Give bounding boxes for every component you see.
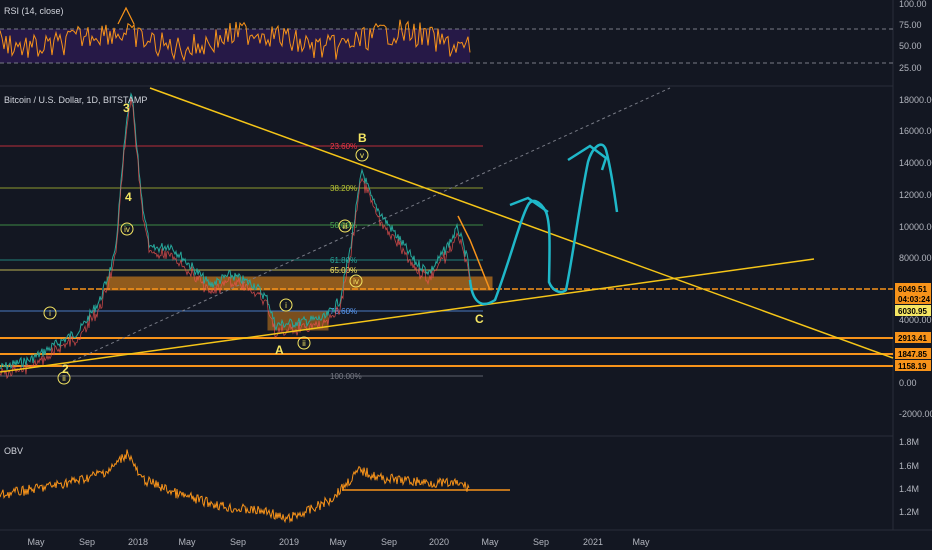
wave-label-B: B xyxy=(358,131,367,145)
roman-label: v xyxy=(360,151,364,160)
projection-line xyxy=(457,215,491,291)
wave-label-C: C xyxy=(475,312,484,326)
time-axis-label: May xyxy=(27,537,45,547)
obv-axis-label: 1.4M xyxy=(899,484,919,494)
fib-lines xyxy=(0,145,483,377)
fib-label: 38.20% xyxy=(330,184,357,193)
price-axis-label: 10000.00 xyxy=(899,222,932,232)
price-axis-label: 0.00 xyxy=(899,378,917,388)
price-tag-bg xyxy=(895,332,931,343)
wave-label-3: 3 xyxy=(123,101,130,115)
obv-axis-label: 1.2M xyxy=(899,507,919,517)
fib-label: 78.60% xyxy=(330,307,357,316)
roman-label: iii xyxy=(342,222,348,231)
price-axis-label: 12000.00 xyxy=(899,190,932,200)
roman-label: iv xyxy=(353,277,359,286)
price-series xyxy=(0,92,472,371)
price-axis: 18000.00 16000.00 14000.00 12000.00 10000.00… xyxy=(899,95,932,419)
roman-circle xyxy=(355,148,369,162)
price-tag: 2913.41 xyxy=(898,334,927,343)
price-tag: 1158.19 xyxy=(898,362,927,371)
price-tag-bg xyxy=(895,293,931,304)
roman-circle xyxy=(57,371,71,385)
symbol-title: Bitcoin / U.S. Dollar, 1D, BITSTAMP xyxy=(4,95,147,105)
roman-circle xyxy=(279,298,293,312)
obv-axis-label: 1.6M xyxy=(899,461,919,471)
price-tag-bg xyxy=(895,305,931,316)
time-axis-label: May xyxy=(329,537,347,547)
price-tag-bg xyxy=(895,283,931,294)
wave-label-A: A xyxy=(275,343,284,357)
rsi-axis-label: 100.00 xyxy=(899,0,927,9)
roman-label: ii xyxy=(62,374,66,383)
price-axis-label: 18000.00 xyxy=(899,95,932,105)
roman-circle xyxy=(43,306,57,320)
time-axis-label: Sep xyxy=(533,537,549,547)
channel-dashed-line xyxy=(61,87,671,367)
price-tag: 6049.51 xyxy=(898,285,927,294)
fib-label: 65.00% xyxy=(330,266,357,275)
price-axis-label: 8000.00 xyxy=(899,253,932,263)
roman-circle xyxy=(338,219,352,233)
price-axis-label: 16000.00 xyxy=(899,126,932,136)
obv-line xyxy=(0,449,470,524)
rsi-title: RSI (14, close) xyxy=(4,6,64,16)
roman-circle xyxy=(349,274,363,288)
fib-label: 61.80% xyxy=(330,256,357,265)
price-tag-bg xyxy=(895,360,931,371)
rsi-axis-label: 75.00 xyxy=(899,20,922,30)
wave-label-4: 4 xyxy=(125,190,132,204)
time-axis-label: 2019 xyxy=(279,537,299,547)
time-axis-label: May xyxy=(481,537,499,547)
rsi-peak-marker xyxy=(117,6,135,25)
ascending-trendline xyxy=(0,258,815,373)
rsi-axis-label: 50.00 xyxy=(899,41,922,51)
price-tag: 04:03:24 xyxy=(898,295,931,304)
fib-label: 23.60% xyxy=(330,142,357,151)
hand-drawn-path xyxy=(468,143,619,306)
time-axis-label: Sep xyxy=(230,537,246,547)
rsi-line xyxy=(0,19,471,62)
price-axis-label: -2000.00 xyxy=(899,409,932,419)
obv-axis: 1.8M 1.6M 1.4M 1.2M xyxy=(899,437,919,517)
time-axis-label: 2018 xyxy=(128,537,148,547)
rsi-axis-label: 25.00 xyxy=(899,63,922,73)
support-zone-main xyxy=(106,276,493,291)
price-axis-label: 4000.00 xyxy=(899,315,932,325)
price-tag-bg xyxy=(895,348,931,359)
time-axis: May Sep 2018 May Sep 2019 May Sep 2020 May Sep 2021… xyxy=(27,537,650,547)
fib-label: 50.00% xyxy=(330,221,357,230)
fib-labels: 23.60% 38.20% 50.00% 61.80% 65.00% 78.60… xyxy=(330,142,362,381)
wave-label-2: 2 xyxy=(62,362,69,376)
obv-axis-label: 1.8M xyxy=(899,437,919,447)
roman-label: i xyxy=(285,301,287,310)
price-axis-label: 14000.00 xyxy=(899,158,932,168)
roman-label: ii xyxy=(302,339,306,348)
roman-circle xyxy=(120,222,134,236)
rsi-axis: 100.00 75.00 50.00 25.00 xyxy=(899,0,927,73)
time-axis-label: Sep xyxy=(79,537,95,547)
time-axis-label: May xyxy=(178,537,196,547)
price-tag: 6030.95 xyxy=(898,307,927,316)
obv-title: OBV xyxy=(4,446,23,456)
price-series-shadow xyxy=(0,98,472,380)
time-axis-label: May xyxy=(632,537,650,547)
fib-label: 100.00% xyxy=(330,372,362,381)
time-axis-label: Sep xyxy=(381,537,397,547)
price-tag: 1847.85 xyxy=(898,350,927,359)
time-axis-label: 2020 xyxy=(429,537,449,547)
roman-label: i xyxy=(49,309,51,318)
time-axis-label: 2021 xyxy=(583,537,603,547)
hand-drawn-strokes xyxy=(509,144,608,214)
roman-label: iv xyxy=(124,225,130,234)
roman-circle xyxy=(297,336,311,350)
